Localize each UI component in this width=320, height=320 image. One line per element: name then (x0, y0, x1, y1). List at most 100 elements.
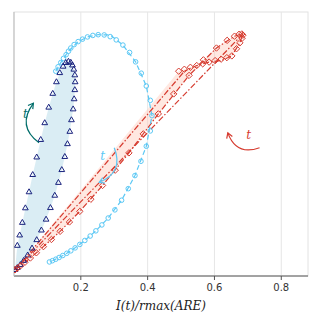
point (212, 57, 218, 63)
tick-mark (281, 276, 282, 280)
tick-mark (214, 276, 215, 280)
point (67, 128, 73, 133)
point (72, 79, 78, 84)
annotation-arrowhead (99, 178, 105, 184)
point (224, 37, 230, 43)
point (26, 189, 32, 194)
point (48, 236, 54, 242)
point (88, 234, 93, 239)
point (62, 154, 68, 159)
point (57, 70, 63, 75)
point (22, 259, 28, 265)
filled-region (15, 34, 243, 270)
tick-mark (147, 276, 148, 280)
point (65, 141, 71, 146)
point (34, 154, 40, 159)
point (29, 245, 35, 250)
data (14, 31, 246, 273)
annotation-label: t (100, 149, 105, 163)
plot-frame (14, 12, 308, 276)
point (14, 242, 20, 247)
point (46, 104, 52, 109)
x-axis-label: I(t)/rmax(ARE) (115, 299, 206, 313)
point (170, 91, 176, 97)
point (133, 173, 138, 178)
point (150, 113, 155, 118)
point (77, 208, 83, 214)
scatter-series (14, 31, 246, 273)
point (91, 33, 96, 38)
trajectory-line (15, 71, 184, 270)
point (186, 72, 192, 78)
point (69, 117, 75, 122)
point (66, 219, 72, 225)
point (155, 111, 161, 117)
point (71, 96, 77, 101)
annotation-arrow (228, 133, 260, 150)
point (80, 37, 85, 42)
annotation-label: t (246, 128, 251, 142)
scatter-series (47, 32, 154, 264)
chart: 0.20.40.60.8I(t)/rmax(ARE)ttt (0, 0, 320, 320)
point (88, 196, 94, 202)
trajectory-line (15, 34, 243, 270)
scatter-series (14, 58, 78, 271)
point (102, 33, 107, 38)
point (30, 172, 36, 177)
point (94, 229, 99, 234)
point (144, 84, 149, 89)
point (121, 43, 126, 48)
annotation-arrow (26, 103, 39, 142)
point (34, 237, 40, 242)
point (206, 59, 212, 65)
point (76, 39, 81, 44)
tick-label: 0.2 (73, 282, 89, 293)
tick-label: 0.6 (207, 282, 223, 293)
x-axis: 0.20.40.60.8 (14, 12, 308, 293)
point (39, 227, 45, 232)
point (17, 232, 23, 237)
point (66, 49, 71, 54)
point (139, 159, 144, 164)
point (213, 45, 219, 51)
point (70, 106, 76, 111)
trajectory-line (15, 34, 243, 270)
point (60, 63, 66, 68)
point (113, 208, 118, 213)
annotation-arrow (99, 148, 117, 183)
tick-mark (80, 276, 81, 280)
point (176, 68, 182, 74)
point (33, 250, 39, 256)
annotations: ttt (23, 103, 260, 183)
point (19, 219, 25, 224)
point (114, 38, 119, 43)
grid-line (80, 12, 81, 276)
point (57, 228, 63, 234)
point (200, 61, 206, 67)
point (73, 246, 78, 251)
point (78, 242, 83, 247)
point (106, 216, 111, 221)
point (40, 243, 46, 249)
point (148, 129, 153, 134)
point (56, 179, 62, 184)
point (25, 252, 31, 257)
point (47, 260, 52, 265)
point (72, 72, 78, 77)
point (126, 150, 132, 156)
point (42, 120, 48, 125)
point (233, 46, 239, 52)
point (218, 56, 224, 62)
point (96, 32, 101, 37)
point (127, 50, 132, 55)
y-axis-line (14, 12, 15, 276)
point (237, 40, 243, 46)
x-axis-line (14, 276, 308, 277)
point (27, 255, 33, 261)
point (54, 79, 60, 84)
point (139, 71, 144, 76)
grid-line (281, 12, 282, 276)
annotation-arrowhead (227, 133, 233, 139)
point (144, 144, 149, 149)
point (52, 192, 58, 197)
